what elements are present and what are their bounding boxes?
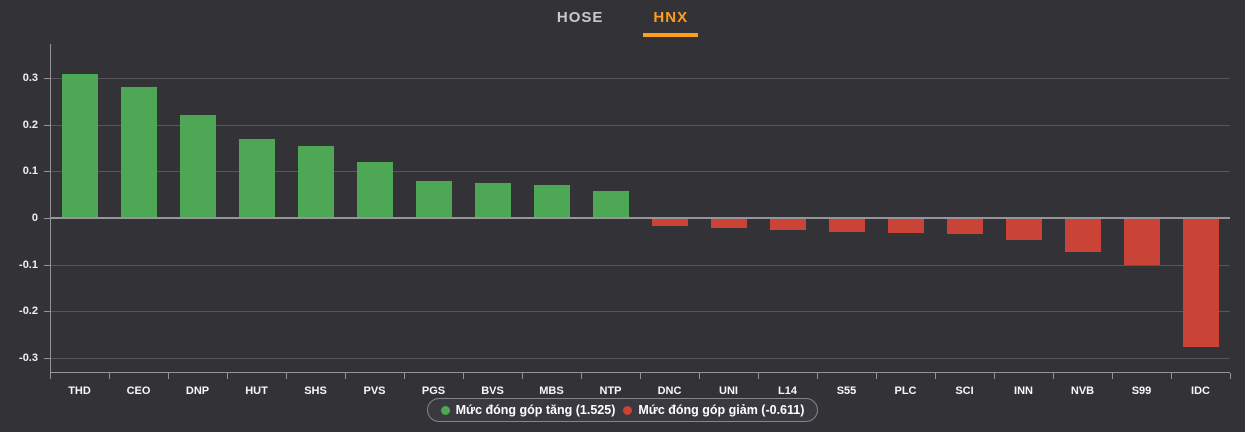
bar-NVB[interactable] [1065,219,1101,252]
x-axis-tick [699,373,700,379]
gridline-y--0.2 [50,311,1230,312]
x-axis-tick [168,373,169,379]
bar-DNC[interactable] [652,219,688,226]
x-axis-tick [1112,373,1113,379]
zero-axis-line [50,217,1230,219]
x-axis-tick [109,373,110,379]
x-axis-tick [522,373,523,379]
bar-S55[interactable] [829,219,865,232]
x-axis-tick [817,373,818,379]
y-axis-tick [44,218,50,219]
bar-BVS[interactable] [475,183,511,217]
x-axis-tick [227,373,228,379]
x-axis-label-DNC: DNC [657,385,682,397]
y-axis-label: -0.3 [19,352,38,364]
x-axis-tick [1171,373,1172,379]
bar-SCI[interactable] [947,219,983,234]
x-axis-tick [463,373,464,379]
x-axis-label-S99: S99 [1131,385,1152,397]
x-axis-label-BVS: BVS [481,385,504,397]
bar-CEO[interactable] [121,87,157,217]
x-axis-label-DNP: DNP [185,385,210,397]
bar-PLC[interactable] [888,219,924,233]
x-axis-label-L14: L14 [778,385,797,397]
legend-item-increase[interactable]: Mức đóng góp tăng (1.525) [440,403,616,417]
y-axis-label: -0.1 [19,259,38,271]
gridline-y-0.2 [50,125,1230,126]
tab-hose[interactable]: HOSE [556,9,604,26]
x-axis-tick [758,373,759,379]
bar-SHS[interactable] [298,146,334,217]
chart-legend: Mức đóng góp tăng (1.525) Mức đóng góp g… [426,398,819,422]
bar-IDC[interactable] [1183,219,1219,347]
y-axis-tick [44,78,50,79]
bar-L14[interactable] [770,219,806,230]
x-axis-line [50,372,1230,373]
gridline-y-0.3 [50,78,1230,79]
x-axis-tick [404,373,405,379]
x-axis-tick [1230,373,1231,379]
bar-HUT[interactable] [239,139,275,217]
y-axis-label: 0 [31,212,38,224]
y-axis-label: 0.3 [22,72,38,84]
x-axis-label-NVB: NVB [1070,385,1095,397]
x-axis-label-PGS: PGS [421,385,446,397]
y-axis-line [50,44,51,372]
x-axis-tick [581,373,582,379]
increase-dot-icon [440,405,450,415]
x-axis-tick [640,373,641,379]
x-axis-label-S55: S55 [836,385,857,397]
exchange-tabbar: HOSE HNX [0,0,1245,37]
bar-THD[interactable] [62,74,98,217]
x-axis-tick [1053,373,1054,379]
x-axis-label-HUT: HUT [245,385,268,397]
x-axis-label-UNI: UNI [719,385,738,397]
x-axis-label-THD: THD [68,385,91,397]
legend-decrease-label: Mức đóng góp giảm (-0.611) [638,403,805,417]
x-axis-tick [345,373,346,379]
x-axis-tick [876,373,877,379]
x-axis-tick [50,373,51,379]
y-axis-tick [44,311,50,312]
x-axis-label-IDC: IDC [1191,385,1210,397]
bar-NTP[interactable] [593,191,629,217]
y-axis-label: 0.2 [22,119,38,131]
x-axis-label-NTP: NTP [599,385,622,397]
bar-MBS[interactable] [534,185,570,217]
y-axis-label: -0.2 [19,305,38,317]
x-axis-label-INN: INN [1014,385,1033,397]
y-axis-tick [44,358,50,359]
x-axis-label-CEO: CEO [126,385,151,397]
y-axis-tick [44,265,50,266]
y-axis-label: 0.1 [22,165,38,177]
legend-item-decrease[interactable]: Mức đóng góp giảm (-0.611) [623,403,804,417]
gridline-y--0.1 [50,265,1230,266]
y-axis-tick [44,171,50,172]
y-axis-tick [44,125,50,126]
x-axis-label-SCI: SCI [955,385,974,397]
decrease-dot-icon [623,405,633,415]
x-axis-label-SHS: SHS [304,385,327,397]
x-axis-tick [286,373,287,379]
legend-wrap: Mức đóng góp tăng (1.525) Mức đóng góp g… [0,398,1245,422]
x-axis-label-MBS: MBS [539,385,564,397]
tab-hnx[interactable]: HNX [643,9,699,37]
x-axis-tick [994,373,995,379]
bar-PGS[interactable] [416,181,452,217]
bar-S99[interactable] [1124,219,1160,265]
gridline-y--0.3 [50,358,1230,359]
bar-PVS[interactable] [357,162,393,217]
x-axis-label-PVS: PVS [363,385,386,397]
gridline-y-0.1 [50,171,1230,172]
bar-UNI[interactable] [711,219,747,228]
bar-DNP[interactable] [180,115,216,217]
x-axis-tick [935,373,936,379]
bar-INN[interactable] [1006,219,1042,240]
x-axis-label-PLC: PLC [894,385,917,397]
legend-increase-label: Mức đóng góp tăng (1.525) [455,403,616,417]
